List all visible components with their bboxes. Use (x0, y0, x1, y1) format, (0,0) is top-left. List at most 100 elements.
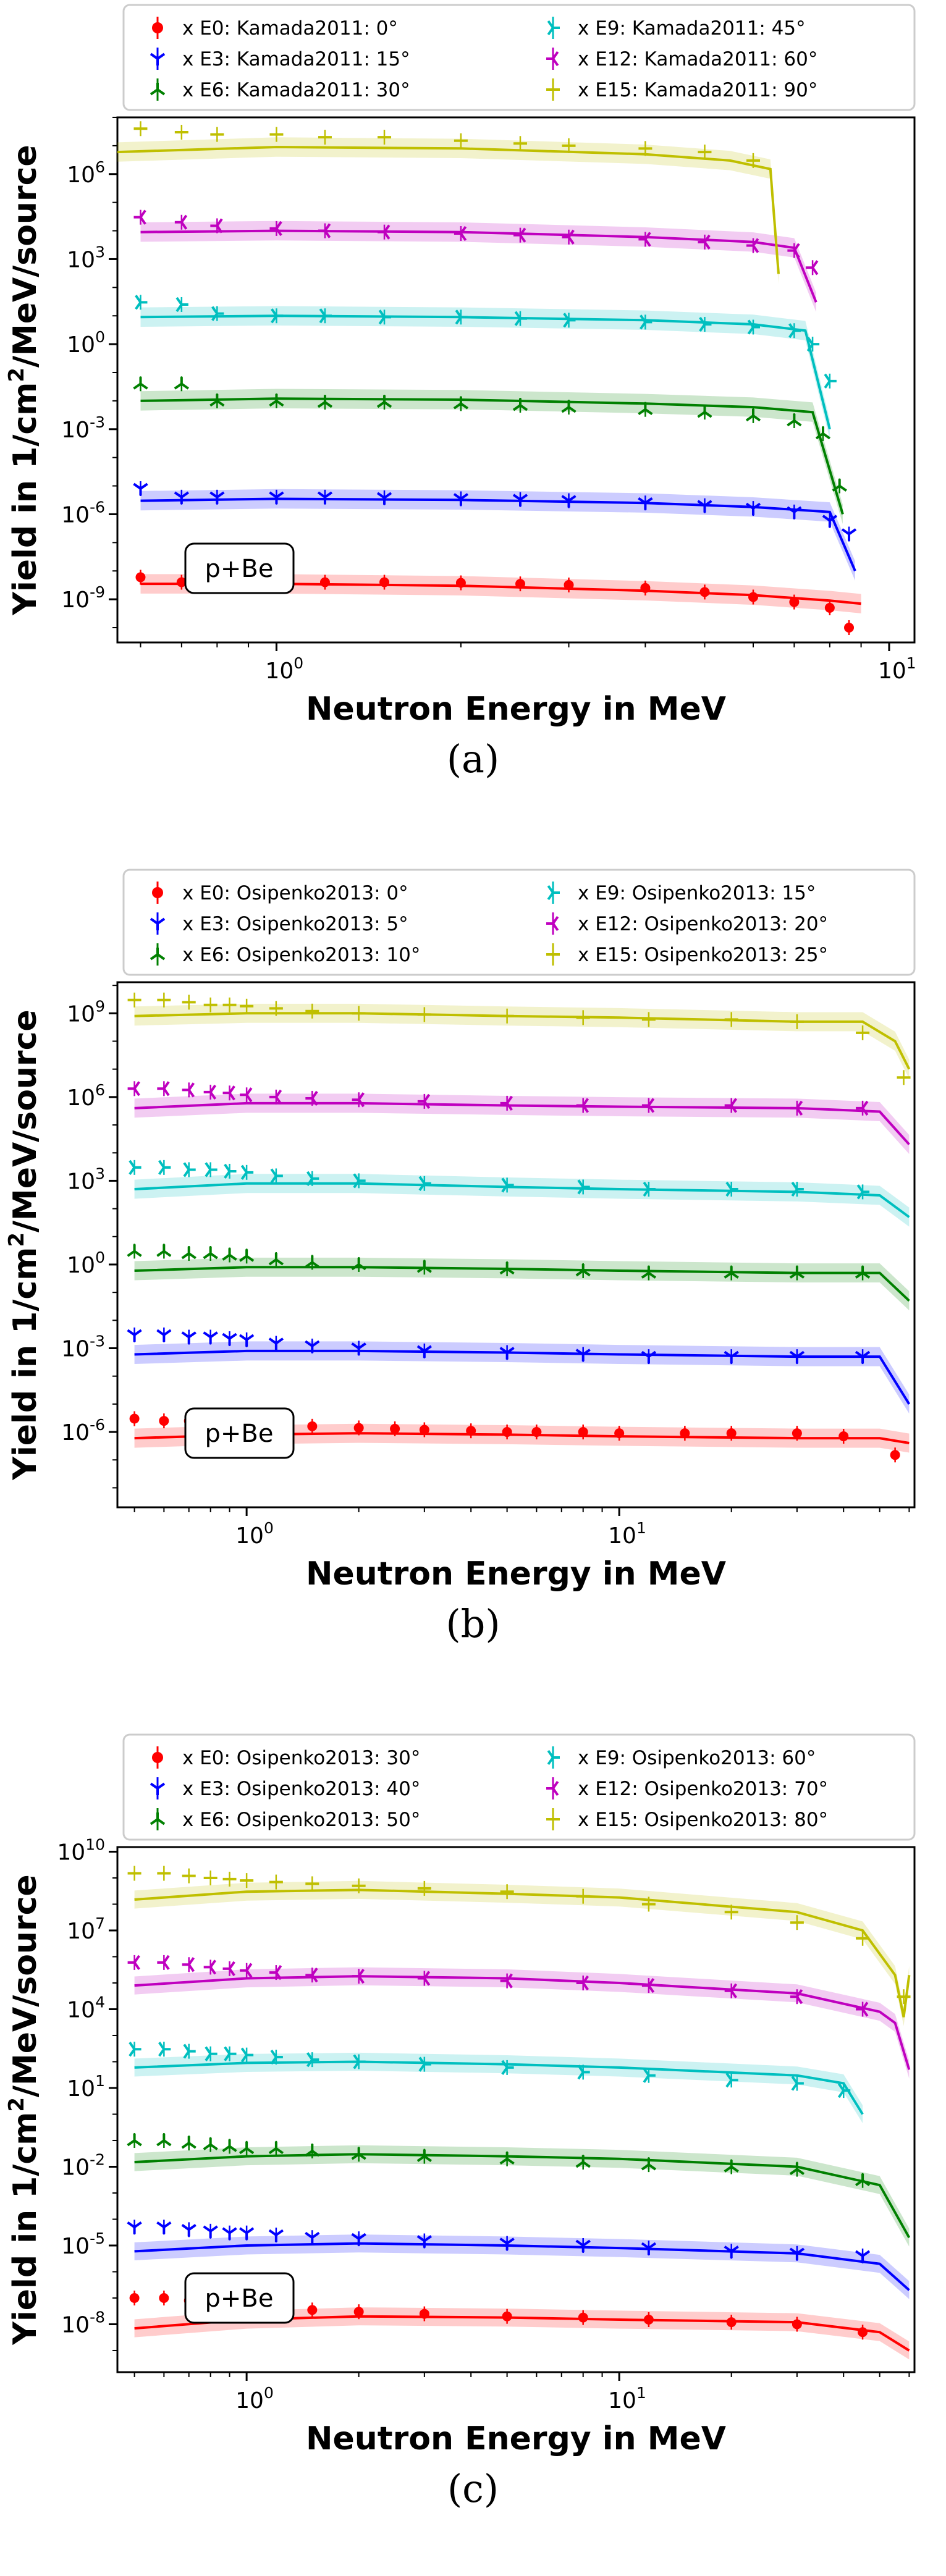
data-point (455, 309, 468, 325)
data-point (417, 1880, 431, 1896)
marker-circle (824, 602, 835, 613)
legend-marker-shape (150, 1812, 166, 1825)
legend-marker (547, 882, 560, 904)
data-point (222, 2225, 237, 2241)
data-point (419, 1422, 429, 1437)
marker-shape (856, 1100, 869, 1116)
data-point (791, 2076, 804, 2091)
marker-shape (306, 1171, 319, 1186)
data-point (745, 408, 761, 423)
data-point (239, 1248, 255, 1264)
data-point (502, 2309, 512, 2324)
data-point (789, 594, 800, 610)
marker-shape (269, 221, 282, 237)
marker-shape (745, 408, 761, 422)
data-point (271, 308, 284, 324)
data-point (127, 2132, 142, 2148)
marker-circle (640, 583, 651, 593)
marker-circle (643, 2315, 654, 2325)
y-tick-label: 10-2 (61, 2150, 105, 2180)
marker-circle (455, 578, 466, 588)
marker-shape (317, 395, 333, 408)
marker-shape (699, 316, 712, 332)
marker-shape (305, 1255, 320, 1268)
data-point (305, 2143, 320, 2158)
marker-shape (724, 2160, 739, 2173)
marker-shape (745, 502, 761, 516)
marker-circle (578, 2312, 588, 2323)
marker-shape (806, 336, 820, 352)
data-point (268, 1336, 284, 1351)
marker-shape (841, 528, 857, 541)
marker-shape (561, 400, 576, 413)
y-tick-label: 10-6 (61, 498, 105, 528)
marker-shape (127, 1081, 140, 1096)
marker-shape (306, 2052, 319, 2068)
data-point (378, 309, 392, 325)
data-point (513, 227, 526, 243)
data-point (240, 1087, 253, 1103)
legend-entry: x E6: Osipenko2013: 50° (182, 1809, 420, 1831)
data-point (224, 1163, 237, 1179)
marker-shape (240, 1087, 253, 1103)
data-point (222, 1085, 235, 1101)
chart-a: x E0: Kamada2011: 0° x E3: Kamada2011: 15… (4, 4, 916, 728)
data-point (789, 2246, 805, 2261)
data-point (156, 2220, 172, 2235)
legend-marker (546, 78, 560, 101)
annotation-box (184, 542, 295, 594)
y-tick-label: 10-3 (61, 413, 105, 443)
data-point (183, 1162, 196, 1177)
data-point (577, 1179, 590, 1195)
marker-shape (832, 479, 847, 492)
data-point (841, 526, 857, 542)
data-point (855, 2248, 871, 2263)
marker-shape (158, 2042, 171, 2057)
data-point (305, 1255, 320, 1270)
marker-circle (159, 1416, 169, 1426)
marker-shape (787, 506, 802, 519)
data-point (725, 1181, 738, 1197)
legend-marker (547, 1746, 560, 1769)
legend: x E0: Kamada2011: 0° x E3: Kamada2011: 15… (122, 4, 916, 111)
marker-shape (240, 1164, 254, 1180)
data-point (514, 311, 528, 326)
data-point (306, 1171, 319, 1186)
y-tick-label: 10-8 (61, 2308, 105, 2338)
data-point (416, 2149, 432, 2164)
data-point (725, 2073, 738, 2088)
panel-label-a: (a) (446, 736, 500, 781)
marker-shape (643, 2068, 656, 2083)
marker-shape (352, 1968, 365, 1984)
data-point (135, 570, 146, 585)
data-point (416, 1343, 432, 1358)
data-point (806, 260, 819, 276)
model-band (134, 1880, 910, 2026)
marker-shape (562, 229, 575, 245)
legend-marker (546, 1777, 559, 1799)
marker-shape (638, 497, 653, 510)
marker-shape (855, 2173, 871, 2187)
x-axis-title: Neutron Energy in MeV (306, 1555, 726, 1593)
marker-shape (725, 1181, 738, 1197)
marker-shape (855, 1350, 871, 1364)
model-band (134, 1423, 910, 1453)
legend-entry: x E6: Osipenko2013: 10° (182, 944, 420, 966)
data-point (127, 1081, 140, 1096)
data-point (641, 1977, 655, 1993)
marker-shape (822, 515, 838, 528)
data-point (240, 998, 254, 1014)
model-band (134, 1093, 910, 1155)
marker-shape (378, 224, 391, 240)
data-point (318, 223, 331, 238)
marker-shape (790, 1100, 803, 1116)
marker-circle (135, 572, 146, 583)
data-point (698, 234, 711, 250)
data-point (352, 1878, 366, 1893)
annotation: p+Be (184, 2272, 295, 2324)
data-point (856, 1100, 869, 1116)
data-point (724, 1265, 739, 1281)
data-point (500, 1008, 514, 1024)
data-point (157, 1955, 170, 1971)
marker-shape (351, 1257, 366, 1271)
